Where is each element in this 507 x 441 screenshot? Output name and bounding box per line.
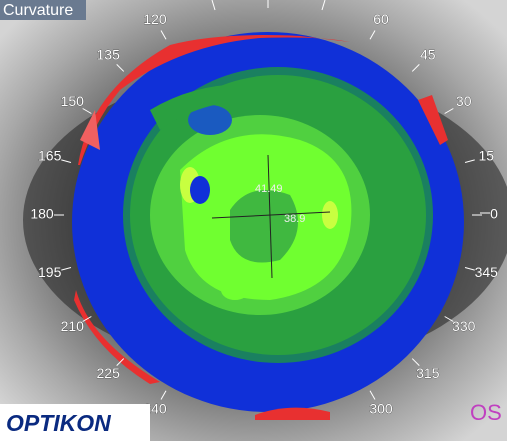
logo: OPTIKON <box>6 410 111 436</box>
topography-view: 41.49 38.9 0 15 30 45 60 120 135 150 165 180 195 21… <box>0 0 507 441</box>
angle-label: 120 <box>143 11 167 27</box>
angle-label: 315 <box>416 365 440 381</box>
angle-label: 30 <box>456 93 472 109</box>
angle-label: 135 <box>97 47 121 63</box>
reading: 41.49 <box>255 183 283 195</box>
angle-label: 150 <box>61 93 85 109</box>
eye-label: OS <box>470 400 502 425</box>
angle-label: 0 <box>490 206 498 222</box>
angle-label: 300 <box>369 401 393 417</box>
angle-label: 330 <box>452 318 476 334</box>
angle-label: 345 <box>475 264 499 280</box>
angle-label: 45 <box>420 47 436 63</box>
reading: 38.9 <box>284 213 305 225</box>
angle-label: 195 <box>38 264 62 280</box>
angle-label: 165 <box>38 147 62 163</box>
angle-label: 225 <box>97 365 121 381</box>
angle-label: 210 <box>61 318 85 334</box>
angle-label: 60 <box>373 11 389 27</box>
angle-label: 15 <box>479 147 495 163</box>
view-title: Curvature <box>3 2 73 19</box>
angle-label: 180 <box>30 206 54 222</box>
